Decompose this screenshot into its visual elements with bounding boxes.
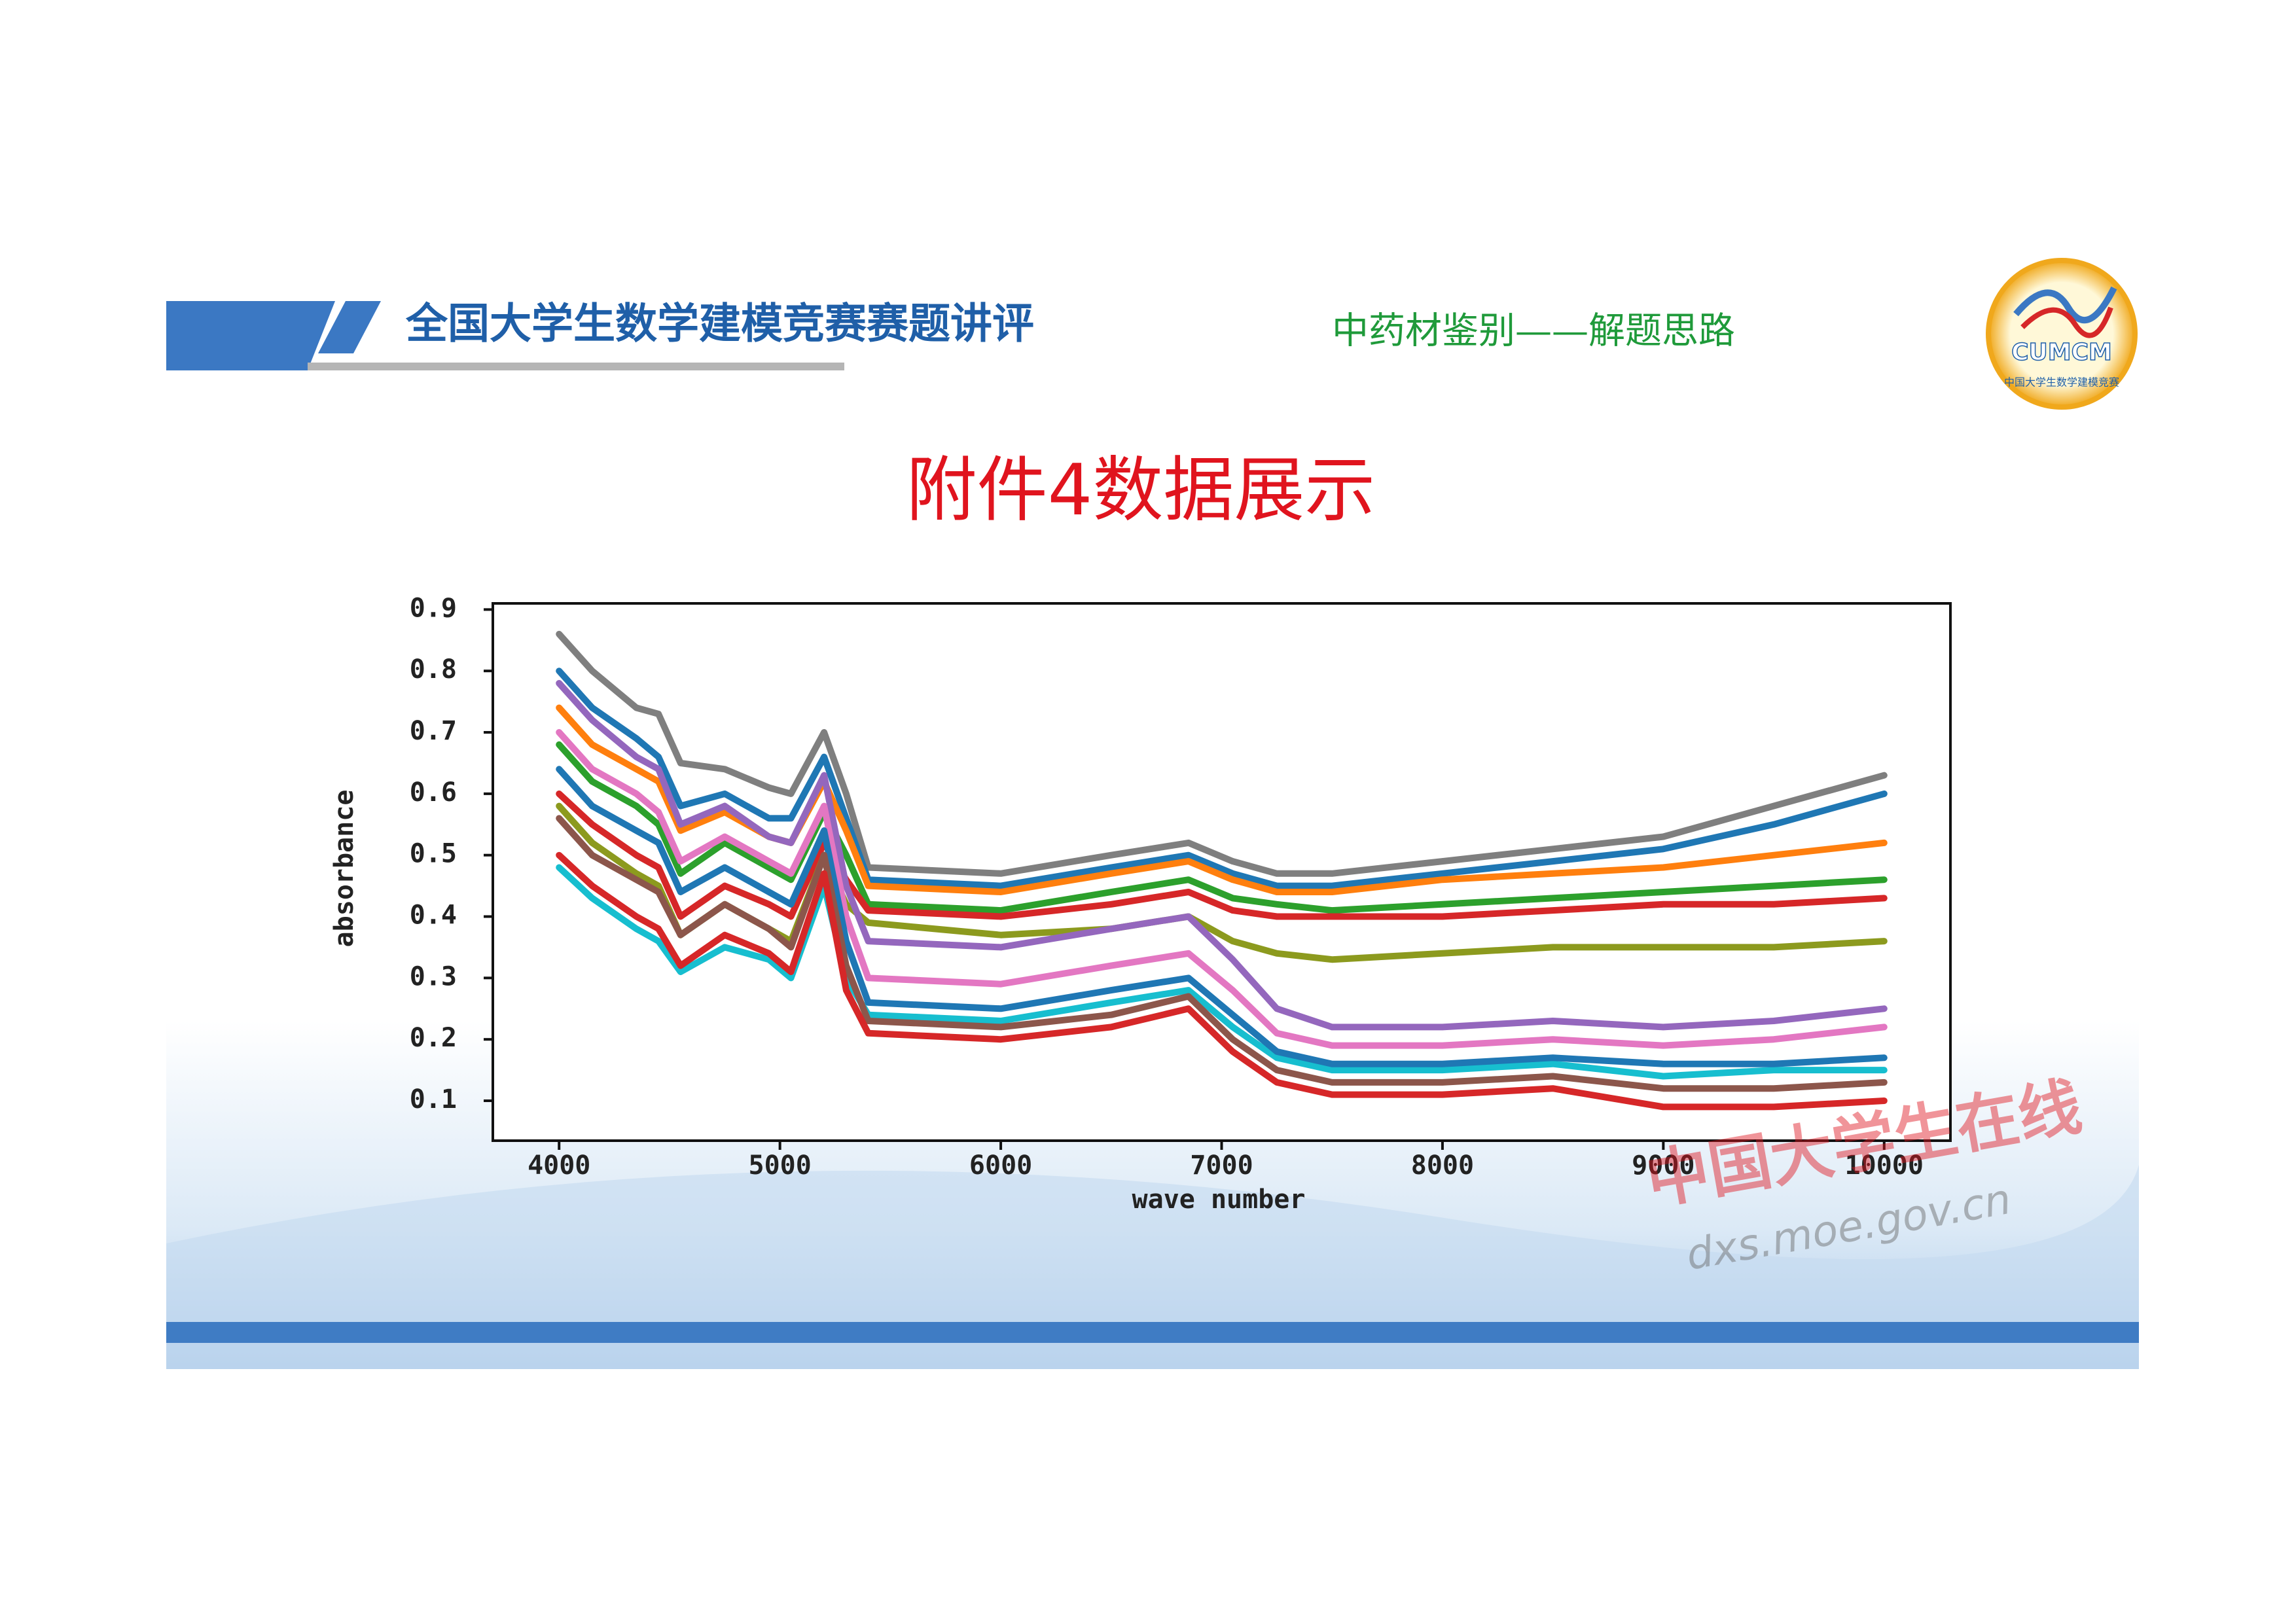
header-title: 全国大学生数学建模竞赛赛题讲评 — [405, 300, 1034, 349]
y-tick-label: 0.8 — [410, 654, 457, 685]
series-line — [556, 704, 1888, 895]
y-axis-label: absorbance — [329, 790, 359, 948]
series-line — [556, 630, 1888, 877]
y-tick-label: 0.4 — [410, 901, 457, 931]
x-tick-label: 4000 — [528, 1150, 590, 1181]
y-tick-label: 0.7 — [410, 716, 457, 746]
series-line — [556, 729, 1888, 1049]
y-tick-label: 0.1 — [410, 1084, 457, 1115]
series-group — [556, 630, 1888, 1111]
series-line — [556, 815, 1888, 1092]
x-tick-label: 6000 — [969, 1150, 1032, 1181]
series-line — [556, 741, 1888, 914]
chart: wave number absorbance 0.1 0.2 0.3 0.4 0.5 0.… — [329, 593, 1952, 1215]
y-tick-label: 0.9 — [410, 593, 457, 623]
series-line — [556, 766, 1888, 1067]
y-tick-label: 0.5 — [410, 839, 457, 869]
background-wave — [166, 1165, 2139, 1369]
header-underline — [308, 363, 844, 370]
y-tick-label: 0.2 — [410, 1023, 457, 1053]
series-line — [556, 668, 1888, 889]
header-slash — [318, 301, 381, 353]
series-line — [556, 790, 1888, 920]
logo — [1986, 258, 2138, 410]
x-tick-label: 8000 — [1411, 1150, 1474, 1181]
slide-title: 附件4数据展示 — [906, 450, 1376, 531]
y-tick-label: 0.6 — [410, 777, 457, 808]
series-line — [556, 851, 1888, 1111]
bottom-stripe — [166, 1322, 2139, 1343]
series-line — [556, 680, 1888, 1031]
header-subtitle: 中药材鉴别——解题思路 — [1332, 310, 1735, 353]
series-line — [556, 864, 1888, 1080]
x-axis-label: wave number — [1132, 1185, 1306, 1215]
logo-text: CUMCM — [2011, 339, 2112, 366]
logo-swoosh — [2013, 286, 2117, 324]
x-tick-label: 10000 — [1845, 1150, 1924, 1181]
logo-swoosh — [2020, 306, 2113, 338]
logo-caption: 中国大学生数学建模竞赛 — [2004, 376, 2119, 389]
x-tick-label: 5000 — [748, 1150, 811, 1181]
y-tick-label: 0.3 — [410, 961, 457, 991]
header-bar — [166, 301, 335, 370]
x-tick-label: 9000 — [1632, 1150, 1695, 1181]
x-tick-label: 7000 — [1190, 1150, 1253, 1181]
